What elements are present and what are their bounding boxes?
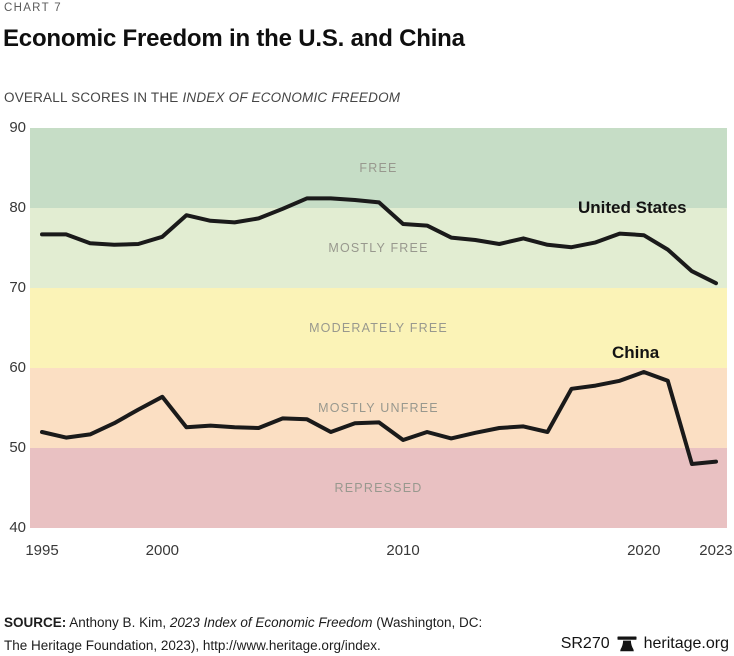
y-axis-tick-70: 70 (9, 279, 26, 296)
chart-number: CHART 7 (4, 2, 62, 14)
line-china (40, 370, 718, 466)
x-axis-tick-2023: 2023 (699, 542, 733, 559)
band-free: FREE (30, 128, 727, 208)
band-label: MOSTLY FREE (328, 241, 429, 255)
page-title: Economic Freedom in the U.S. and China (3, 25, 465, 52)
chart-subtitle: OVERALL SCORES IN THE INDEX OF ECONOMIC … (4, 90, 400, 105)
subtitle-regular: OVERALL SCORES IN THE (4, 90, 183, 105)
line-plot (40, 196, 718, 466)
series-label-china: China (612, 343, 660, 362)
liberty-bell-icon (617, 636, 637, 652)
chart-area: FREE MOSTLY FREE MODERATELY FREE MOSTLY UNF… (0, 118, 734, 588)
rating-bands: FREE MOSTLY FREE MODERATELY FREE MOSTLY UNF… (0, 118, 734, 588)
x-axis-tick-1995: 1995 (25, 542, 59, 559)
footer-brand: SR270 heritage.org (561, 634, 729, 654)
band-label: MODERATELY FREE (309, 321, 448, 335)
band-mostly-free: MOSTLY FREE (30, 208, 727, 288)
band-repressed: REPRESSED (30, 448, 727, 528)
x-axis-tick-2020: 2020 (627, 542, 661, 559)
y-axis-tick-60: 60 (9, 359, 26, 376)
source-work-title: 2023 Index of Economic Freedom (169, 615, 373, 630)
source-note: SOURCE: Anthony B. Kim, 2023 Index of Ec… (4, 611, 544, 656)
source-label: SOURCE: (4, 615, 67, 630)
x-axis-tick-2000: 2000 (145, 542, 180, 559)
source-line-2: The Heritage Foundation, 2023), http://w… (4, 638, 381, 653)
y-axis-tick-80: 80 (9, 199, 26, 216)
line-united-states (40, 196, 718, 286)
band-label: REPRESSED (334, 481, 423, 495)
brand-domain: heritage.org (643, 635, 729, 652)
y-axis-tick-40: 40 (9, 519, 26, 536)
x-axis-tick-2010: 2010 (386, 542, 420, 559)
band-label: MOSTLY UNFREE (318, 401, 439, 415)
band-moderately-free: MODERATELY FREE (30, 288, 727, 368)
subtitle-italic: INDEX OF ECONOMIC FREEDOM (182, 90, 401, 105)
y-axis-tick-50: 50 (9, 439, 26, 456)
band-label: FREE (359, 161, 398, 175)
source-line-1: SOURCE: Anthony B. Kim, 2023 Index of Ec… (4, 615, 483, 630)
y-axis-tick-90: 90 (9, 119, 26, 136)
series-label-united-states: United States (578, 198, 687, 217)
report-id: SR270 (560, 635, 610, 652)
